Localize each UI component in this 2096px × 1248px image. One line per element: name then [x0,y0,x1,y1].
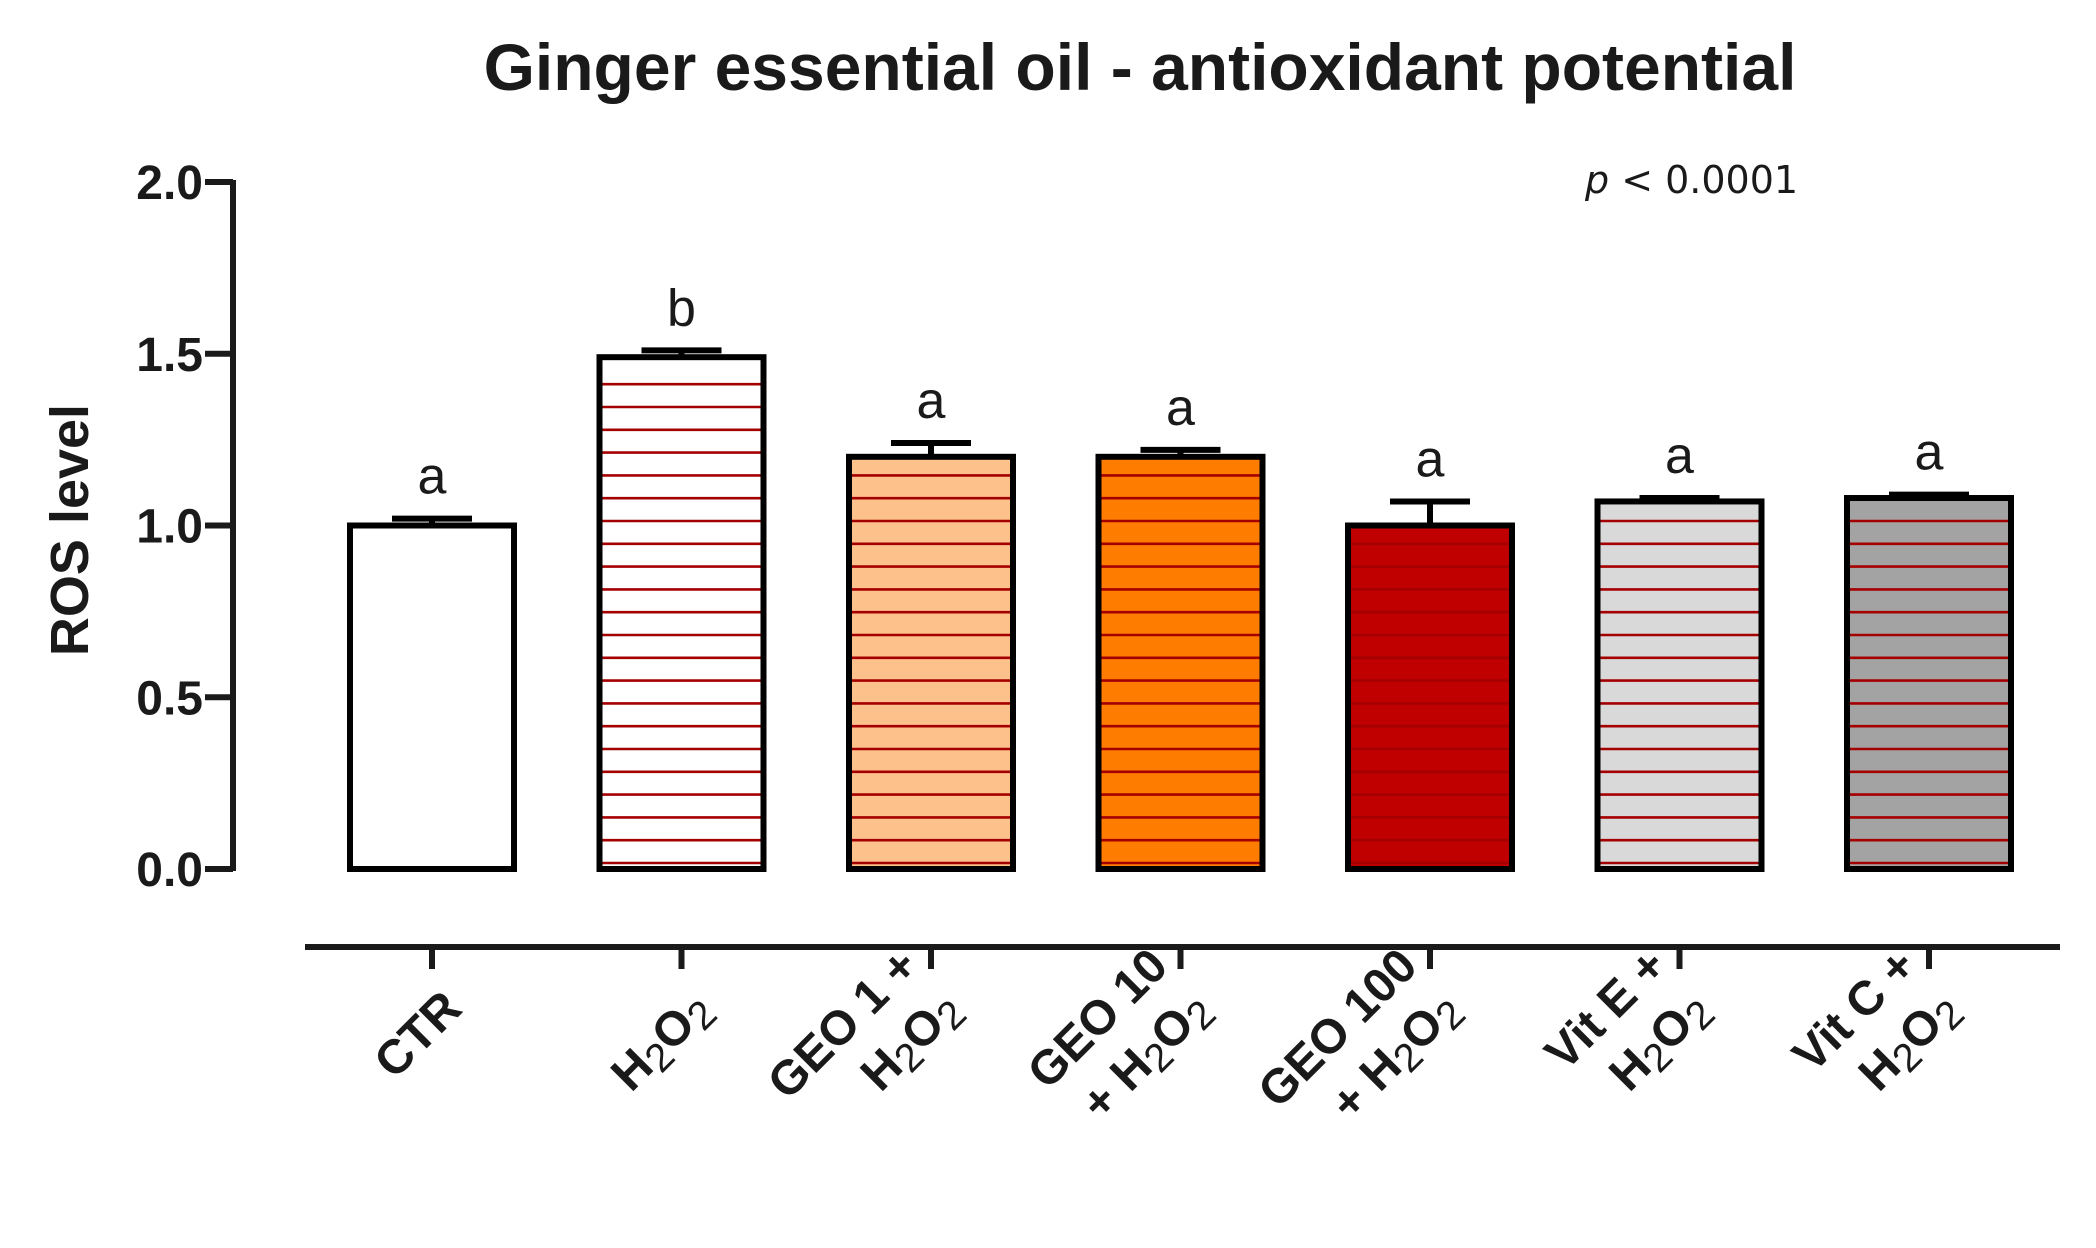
p-value-symbol: p [1584,158,1609,202]
x-tick-label: CTR [365,981,472,1088]
bar-fill [1847,498,2011,869]
x-tick-label: GEO 1 +H2O2​ [758,939,975,1109]
bar-vitc: a [1844,424,2014,872]
x-tick-label: Vit E +H2O2​ [1535,939,1723,1101]
y-tick-label: 1.5 [136,329,203,382]
x-axis: CTR H2O2​ GEO 1 +H2O2​ GEO 10+ H2O2​ GEO 100… [305,939,2060,1131]
x-tick-label: GEO 10+ H2O2​ [1018,939,1225,1131]
x-tick-label-line: CTR [365,981,472,1088]
p-value-annotation: p < 0.0001 [1584,158,1798,202]
x-tick-label-line: H2O2​ [601,981,725,1105]
x-tick-label: GEO 100+ H2O2​ [1248,939,1474,1131]
bar-geo1: a [846,372,1016,872]
bar-hatch [1098,474,1263,865]
significance-letter: a [917,372,946,430]
bar-hatch [1847,519,2011,865]
bar-group: a b a a a a a [347,279,2014,872]
bar-hatch [599,382,764,865]
y-tick-label: 2.0 [136,157,203,210]
significance-letter: a [1665,427,1694,485]
p-value-text: < 0.0001 [1609,158,1798,202]
significance-letter: a [1416,430,1445,488]
bar-hatch [1597,519,1762,865]
x-tick-label: H2O2​ [601,981,725,1105]
x-tick-label: Vit C +H2O2​ [1783,939,1973,1101]
bar-hatch [1348,542,1512,865]
bar-fill [350,525,514,869]
bar-fill [1597,501,1762,869]
bar-fill [849,456,1013,869]
significance-letter: b [667,279,696,337]
chart-title: Ginger essential oil - antioxidant poten… [484,30,1797,104]
y-axis: 0.0 0.5 1.0 1.5 2.0 [136,157,236,897]
y-tick-label: 0.0 [136,844,203,897]
bar-vite: a [1594,427,1765,872]
bar-ctr: a [347,448,517,872]
bar-fill [1098,456,1263,869]
bar-hatch [849,474,1013,865]
significance-letter: a [1915,424,1944,482]
bar-fill [1348,525,1512,869]
y-tick-label: 0.5 [136,672,203,725]
y-axis-label: ROS level [40,404,100,656]
bar-geo100: a [1345,430,1515,872]
y-tick-label: 1.0 [136,501,203,554]
significance-letter: a [1166,379,1195,437]
significance-letter: a [418,448,447,506]
bar-h2o2: b [596,279,767,872]
bar-geo10: a [1095,379,1266,872]
